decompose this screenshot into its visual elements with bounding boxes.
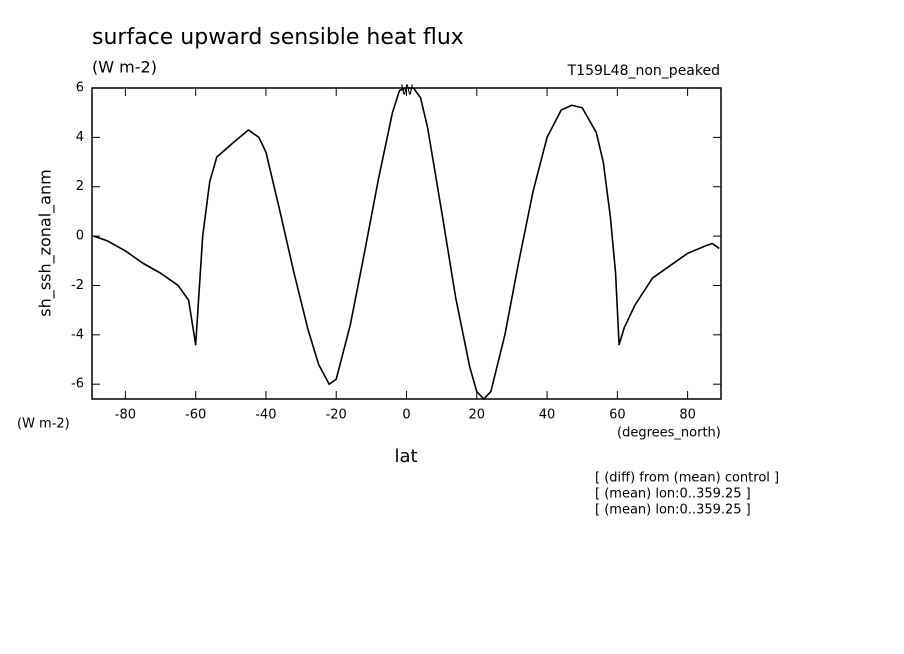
x-tick-label: 60 [609,408,626,423]
x-tick-label: 40 [539,408,556,423]
annotation: W [401,84,414,99]
note: [ (mean) lon:0..359.25 ] [595,487,751,502]
y-tick-label: -4 [71,327,84,342]
x-tick-label: -40 [255,408,276,423]
data-line [93,87,720,400]
x-tick-label: -20 [326,408,347,423]
note: [ (diff) from (mean) control ] [595,471,779,486]
y-tick-label: 2 [76,179,84,194]
run-label: T159L48_non_peaked [567,63,720,79]
y-units: (W m-2) [17,417,70,432]
x-axis-label: lat [394,446,417,467]
chart-title: surface upward sensible heat flux [92,25,464,50]
x-tick-label: -60 [185,408,206,423]
plot-frame [91,87,722,400]
y-axis-label: sh_ssh_zonal_anm [36,169,56,316]
x-tick-label: 20 [469,408,486,423]
y-tick-label: 6 [76,81,84,96]
y-tick-label: 0 [76,229,84,244]
y-tick-label: 4 [76,130,84,145]
y-tick-label: -6 [71,377,84,392]
note: [ (mean) lon:0..359.25 ] [595,503,751,518]
units: (W m-2) [92,58,157,77]
y-tick-label: -2 [71,278,84,293]
x-tick-label: -80 [115,408,136,423]
x-units: (degrees_north) [617,426,721,441]
x-tick-label: 0 [402,408,410,423]
x-tick-label: 80 [679,408,696,423]
